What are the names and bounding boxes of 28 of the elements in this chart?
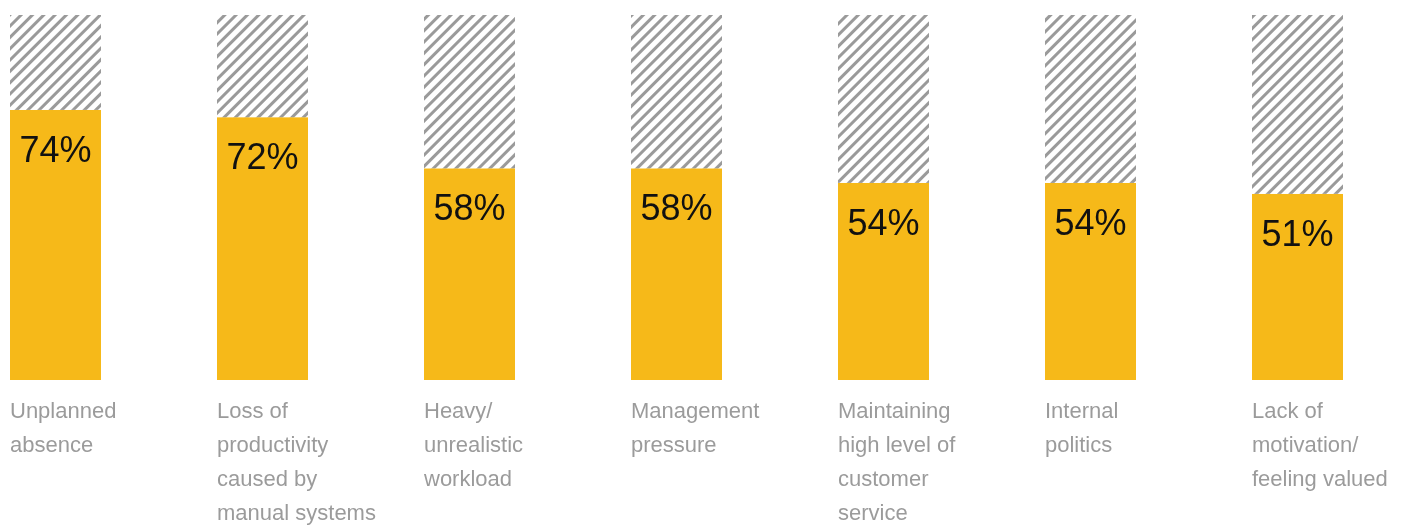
x-tick-label: Internal politics xyxy=(1045,398,1119,457)
bar xyxy=(1252,193,1343,380)
x-tick-label: Loss of productivity caused by manual systems xyxy=(217,398,376,525)
data-label: 54% xyxy=(1054,201,1127,243)
data-label: 58% xyxy=(640,187,713,229)
bar xyxy=(217,117,308,380)
data-label: 72% xyxy=(226,136,299,178)
bar xyxy=(1252,15,1343,194)
bar xyxy=(217,15,308,118)
bar xyxy=(1045,182,1136,380)
bar xyxy=(10,109,101,380)
x-tick-label: Maintaining high level of customer service xyxy=(838,398,957,525)
bar xyxy=(10,15,101,110)
x-tick-label: Lack of motivation/feeling valued xyxy=(1252,398,1388,491)
x-tick-label: Unplanned absence xyxy=(10,398,117,457)
bar xyxy=(631,15,722,169)
bar xyxy=(631,168,722,380)
data-label: 58% xyxy=(433,187,506,229)
data-label: 54% xyxy=(847,201,920,243)
data-label: 51% xyxy=(1261,212,1334,254)
bar xyxy=(1045,15,1136,183)
bar xyxy=(424,168,515,380)
x-tick-label: Management pressure xyxy=(631,398,760,457)
bar xyxy=(838,15,929,183)
bar xyxy=(424,15,515,169)
bar xyxy=(838,182,929,380)
x-tick-label: Heavy/unrealistic workload xyxy=(423,398,524,491)
data-label: 74% xyxy=(19,128,92,170)
